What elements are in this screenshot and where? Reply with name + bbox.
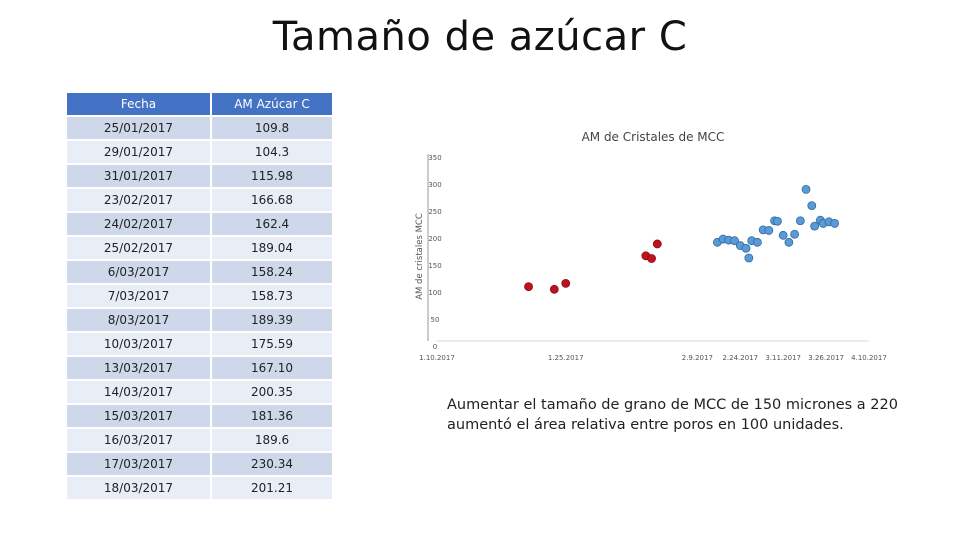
cell-fecha: 31/01/2017 (67, 165, 212, 189)
cell-am-azucar: 104.3 (212, 141, 332, 165)
data-point-blue (807, 201, 817, 210)
y-tick-label: 50 (431, 316, 440, 324)
cell-am-azucar: 115.98 (212, 165, 332, 189)
cell-am-azucar: 158.73 (212, 285, 332, 309)
data-point-blue (801, 185, 811, 194)
cell-fecha: 14/03/2017 (67, 381, 212, 405)
cell-am-azucar: 167.10 (212, 357, 332, 381)
cell-fecha: 25/02/2017 (67, 237, 212, 261)
x-tick-label: 4.10.2017 (851, 354, 887, 362)
cell-fecha: 7/03/2017 (67, 285, 212, 309)
data-point-blue (778, 230, 788, 240)
table-row: 15/03/2017 181.36 (67, 405, 332, 429)
data-point-blue (753, 237, 762, 247)
data-point-blue (790, 229, 800, 239)
table-row: 8/03/2017 189.39 (67, 309, 332, 333)
x-tick-label: 2.9.2017 (682, 354, 713, 362)
table-row: 31/01/2017 115.98 (67, 165, 332, 189)
table-row: 24/02/2017 162.4 (67, 213, 332, 237)
data-point-red (652, 239, 662, 249)
data-point-red (647, 254, 656, 263)
y-tick-label: 100 (428, 289, 441, 297)
cell-fecha: 23/02/2017 (67, 189, 212, 213)
data-point-blue (744, 253, 754, 263)
cell-fecha: 18/03/2017 (67, 477, 212, 501)
cell-am-azucar: 175.59 (212, 333, 332, 357)
header-am-azucar: AM Azúcar C (212, 93, 332, 117)
x-tick-label: 3.26.2017 (808, 354, 844, 362)
table-row: 17/03/2017 230.34 (67, 453, 332, 477)
y-tick-label: 350 (428, 154, 441, 162)
scatter-chart: AM de Cristales de MCC AM de cristales MC… (415, 130, 887, 362)
cell-fecha: 15/03/2017 (67, 405, 212, 429)
data-point-blue (810, 221, 820, 231)
slide-title: Tamaño de azúcar C (272, 14, 688, 60)
y-tick-label: 200 (428, 235, 441, 243)
cell-am-azucar: 200.35 (212, 381, 332, 405)
y-tick-label: 0 (433, 343, 437, 351)
cell-fecha: 10/03/2017 (67, 333, 212, 357)
cell-fecha: 8/03/2017 (67, 309, 212, 333)
x-tick-label: 2.24.2017 (722, 354, 758, 362)
table-row: 10/03/2017 175.59 (67, 333, 332, 357)
table-row: 25/02/2017 189.04 (67, 237, 332, 261)
cell-am-azucar: 189.39 (212, 309, 332, 333)
data-point-red (524, 282, 533, 292)
y-tick-label: 150 (428, 262, 441, 270)
cell-am-azucar: 181.36 (212, 405, 332, 429)
data-point-blue (784, 237, 794, 247)
cell-fecha: 13/03/2017 (67, 357, 212, 381)
cell-fecha: 16/03/2017 (67, 429, 212, 453)
table-row: 25/01/2017 109.8 (67, 117, 332, 141)
cell-fecha: 17/03/2017 (67, 453, 212, 477)
y-tick-label: 300 (428, 181, 441, 189)
table-row: 13/03/2017 167.10 (67, 357, 332, 381)
conclusion-text: Aumentar el tamaño de grano de MCC de 15… (447, 397, 898, 433)
cell-fecha: 29/01/2017 (67, 141, 212, 165)
table-header-row: Fecha AM Azúcar C (67, 93, 332, 117)
data-point-red (561, 278, 571, 288)
cell-am-azucar: 162.4 (212, 213, 332, 237)
data-point-blue (773, 216, 782, 226)
x-tick-label: 3.11.2017 (765, 354, 801, 362)
x-tick-label: 1.25.2017 (548, 354, 584, 362)
table-row: 14/03/2017 200.35 (67, 381, 332, 405)
header-fecha: Fecha (67, 93, 212, 117)
cell-am-azucar: 201.21 (212, 477, 332, 501)
table-row: 16/03/2017 189.6 (67, 429, 332, 453)
y-tick-label: 250 (428, 208, 441, 216)
data-point-blue (795, 216, 805, 226)
cell-fecha: 24/02/2017 (67, 213, 212, 237)
x-tick-label: 1.10.2017 (419, 354, 455, 362)
cell-am-azucar: 189.04 (212, 237, 332, 261)
data-point-blue (764, 226, 774, 235)
chart-title: AM de Cristales de MCC (582, 130, 725, 144)
cell-am-azucar: 158.24 (212, 261, 332, 285)
cell-am-azucar: 230.34 (212, 453, 332, 477)
table-row: 29/01/2017 104.3 (67, 141, 332, 165)
table-row: 7/03/2017 158.73 (67, 285, 332, 309)
cell-am-azucar: 166.68 (212, 189, 332, 213)
cell-am-azucar: 109.8 (212, 117, 332, 141)
data-point-blue (741, 243, 751, 253)
data-point-red (549, 284, 559, 294)
y-axis-label: AM de cristales MCC (415, 213, 425, 300)
table-row: 23/02/2017 166.68 (67, 189, 332, 213)
cell-am-azucar: 189.6 (212, 429, 332, 453)
data-table: Fecha AM Azúcar C 25/01/2017 109.8 29/01/2… (67, 93, 332, 501)
data-point-blue (730, 236, 739, 246)
cell-fecha: 6/03/2017 (67, 261, 212, 285)
data-point-blue (830, 219, 840, 228)
cell-fecha: 25/01/2017 (67, 117, 212, 141)
table-row: 6/03/2017 158.24 (67, 261, 332, 285)
table-row: 18/03/2017 201.21 (67, 477, 332, 501)
table-body: 25/01/2017 109.8 29/01/2017 104.3 31/01/2017… (67, 117, 332, 501)
